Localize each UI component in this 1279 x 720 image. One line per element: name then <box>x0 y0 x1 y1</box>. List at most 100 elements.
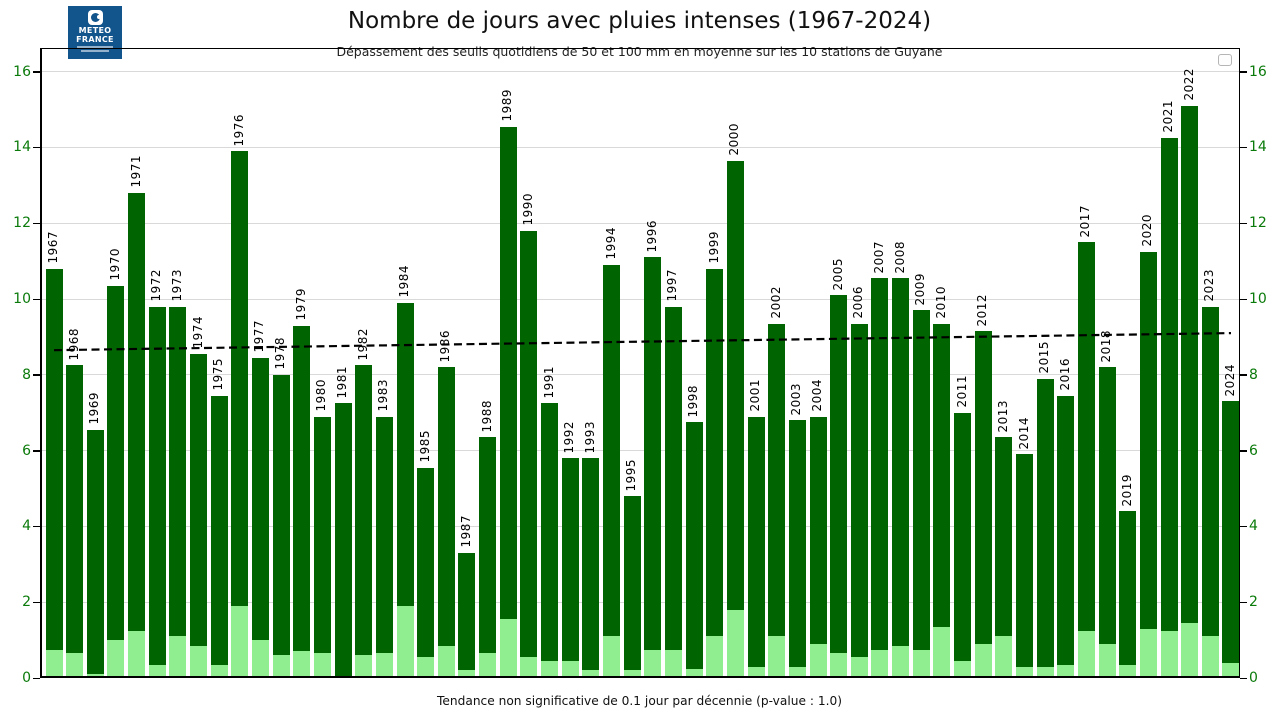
bar-1991 <box>541 403 559 678</box>
chart-title: Nombre de jours avec pluies intenses (19… <box>347 8 932 34</box>
bar-light-segment-1989 <box>499 619 517 678</box>
year-label-1989: 1989 <box>500 89 515 122</box>
gridline-y14 <box>40 146 1240 148</box>
bar-2015 <box>1036 378 1054 678</box>
year-label-2019: 2019 <box>1119 473 1134 507</box>
bar-2014 <box>1016 454 1033 678</box>
y-tick-label-right: 10 <box>1249 291 1267 307</box>
y-tick-right <box>1240 146 1247 149</box>
bar-2024 <box>1222 401 1240 678</box>
y-tick-label-left: 14 <box>13 139 31 156</box>
year-label-2003: 2003 <box>789 382 804 416</box>
bar-light-segment-1984 <box>396 606 414 678</box>
bar-light-segment-2022 <box>1181 623 1199 678</box>
logo-fine-print-line <box>81 49 109 52</box>
bar-light-segment-1971 <box>128 630 146 678</box>
bar-light-segment-1968 <box>66 653 84 678</box>
trend-caption: Tendance non significative de 0.1 jour p… <box>437 694 842 708</box>
y-tick-left <box>33 298 40 300</box>
bar-1992 <box>561 458 579 678</box>
bar-light-segment-1972 <box>148 664 166 678</box>
bar-light-segment-1977 <box>251 640 269 678</box>
gridline-y8 <box>40 374 1240 376</box>
bar-1986 <box>437 367 455 678</box>
year-label-1974: 1974 <box>190 316 205 349</box>
bar-1988 <box>479 437 497 678</box>
bar-2013 <box>995 437 1013 678</box>
year-label-1979: 1979 <box>293 287 308 321</box>
bar-2021 <box>1160 137 1178 678</box>
bar-light-segment-2000 <box>726 609 744 678</box>
bar-light-segment-1980 <box>313 653 331 678</box>
bar-light-segment-2003 <box>788 666 806 678</box>
bar-light-segment-1967 <box>45 649 63 678</box>
y-tick-label-right: 4 <box>1249 518 1258 535</box>
top-spine <box>40 48 1240 49</box>
meteo-france-logo: METEO FRANCE <box>68 6 122 59</box>
bar-1975 <box>210 395 228 678</box>
year-label-2004: 2004 <box>810 378 824 412</box>
bar-light-segment-1982 <box>355 655 373 678</box>
bar-1990 <box>520 230 538 678</box>
meteo-france-logo-icon <box>87 10 103 25</box>
bar-2005 <box>830 295 848 678</box>
bar-1977 <box>251 357 269 678</box>
bar-light-segment-1979 <box>293 651 311 678</box>
bar-light-segment-2012 <box>974 643 992 678</box>
y-tick-label-left: 2 <box>22 594 31 611</box>
y-tick-left <box>33 222 40 225</box>
gridline-y12 <box>40 222 1240 224</box>
bar-2011 <box>954 412 972 678</box>
bar-1989 <box>499 126 517 678</box>
bar-1972 <box>148 306 166 678</box>
bar-1978 <box>272 374 290 678</box>
bar-light-segment-1991 <box>541 660 559 678</box>
bar-1973 <box>169 306 187 678</box>
year-label-1995: 1995 <box>624 458 639 492</box>
year-label-1972: 1972 <box>149 269 164 302</box>
bar-light-segment-1986 <box>437 645 455 678</box>
bar-2004 <box>809 416 827 678</box>
y-tick-label-right: 6 <box>1249 442 1258 459</box>
gridline-y6 <box>40 450 1240 452</box>
empty-legend-box <box>1218 54 1232 66</box>
bar-1969 <box>86 429 104 678</box>
bar-1993 <box>582 458 600 678</box>
bar-light-segment-2019 <box>1119 664 1137 678</box>
logo-text-meteo: METEO <box>78 26 112 35</box>
year-label-1970: 1970 <box>107 248 122 281</box>
y-tick-left <box>33 450 40 452</box>
y-tick-label-right: 14 <box>1249 139 1267 156</box>
year-label-2014: 2014 <box>1016 416 1031 450</box>
year-label-1981: 1981 <box>335 365 350 399</box>
bar-light-segment-2023 <box>1201 636 1219 678</box>
bar-1998 <box>685 422 703 678</box>
y-tick-left <box>33 601 40 604</box>
bar-2003 <box>788 420 806 678</box>
gridline-y10 <box>40 298 1240 300</box>
year-label-2005: 2005 <box>830 257 845 291</box>
bar-2009 <box>912 310 930 678</box>
year-label-2015: 2015 <box>1037 341 1052 374</box>
bar-2006 <box>850 323 868 678</box>
bar-1983 <box>375 416 393 678</box>
y-tick-right <box>1240 677 1247 679</box>
bar-light-segment-1994 <box>603 636 621 678</box>
bar-light-segment-2009 <box>912 649 930 678</box>
bar-1994 <box>603 264 621 678</box>
bar-light-segment-1995 <box>623 670 641 678</box>
bar-light-segment-2004 <box>809 643 827 678</box>
bar-light-segment-1993 <box>582 670 600 678</box>
y-tick-right <box>1240 374 1247 376</box>
bar-light-segment-2006 <box>850 657 868 678</box>
year-label-2010: 2010 <box>933 286 948 319</box>
year-label-1997: 1997 <box>665 269 680 302</box>
year-label-1976: 1976 <box>231 113 246 147</box>
y-tick-right <box>1240 71 1247 73</box>
year-label-1999: 1999 <box>706 231 721 264</box>
bar-1980 <box>313 416 331 678</box>
logo-notch-shape <box>96 15 101 19</box>
year-label-1988: 1988 <box>479 399 494 433</box>
bar-light-segment-2013 <box>995 636 1013 678</box>
